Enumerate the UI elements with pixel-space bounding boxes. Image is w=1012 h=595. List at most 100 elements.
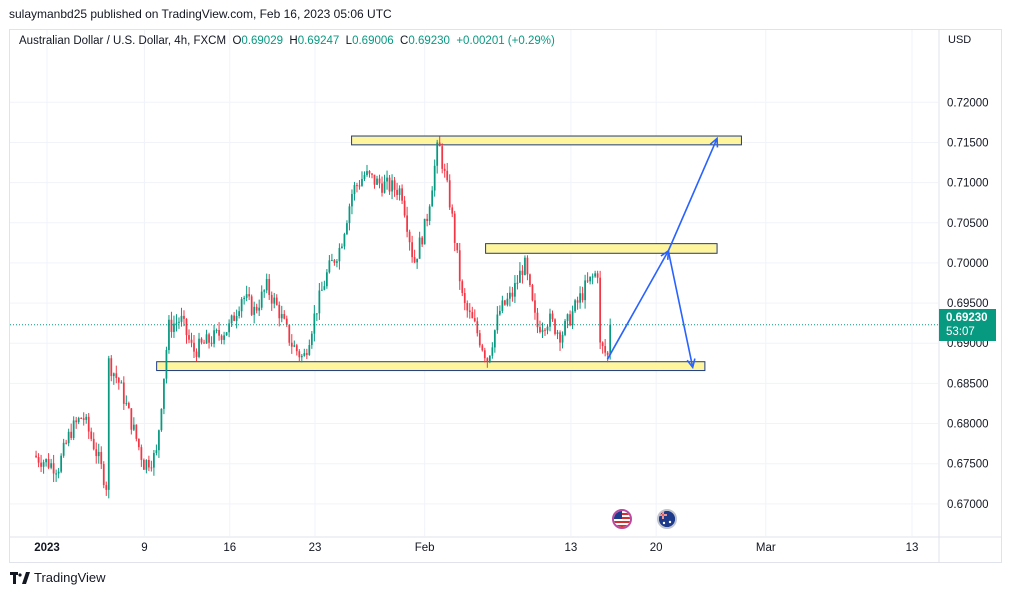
candle-body xyxy=(544,329,546,331)
candle-body xyxy=(145,459,148,470)
candle-body xyxy=(346,223,348,235)
candle-body xyxy=(371,173,373,175)
candle-body xyxy=(539,327,541,333)
candle-body xyxy=(77,417,80,423)
candle-body xyxy=(112,373,115,377)
projection-arrows xyxy=(606,136,719,370)
candle-body xyxy=(446,170,449,181)
candle-body xyxy=(566,314,569,321)
candle-body xyxy=(366,171,368,176)
candle-body xyxy=(328,260,331,273)
candle-body xyxy=(110,358,113,377)
candle-body xyxy=(230,315,233,324)
candle-body xyxy=(65,442,68,444)
candle-body xyxy=(571,311,574,326)
candle-body xyxy=(426,218,429,221)
candle-body xyxy=(589,276,591,282)
candle-body xyxy=(596,273,599,278)
candle-body xyxy=(421,237,424,245)
us-flag-icon[interactable] xyxy=(612,509,632,529)
candle-body xyxy=(215,330,218,332)
candle-body xyxy=(503,300,506,305)
candles xyxy=(35,136,612,499)
candle-body xyxy=(308,345,311,355)
symbol-name: Australian Dollar / U.S. Dollar, 4h, FXC… xyxy=(19,35,227,47)
candle-body xyxy=(122,382,125,404)
candle-body xyxy=(428,206,431,221)
candle-body xyxy=(37,457,40,463)
candle-body xyxy=(418,237,421,259)
candle-body xyxy=(531,285,534,301)
candle-body xyxy=(70,431,73,438)
candle-body xyxy=(594,273,597,277)
candle-body xyxy=(586,280,589,282)
candle-body xyxy=(250,296,253,315)
candle-body xyxy=(546,326,549,331)
candle-body xyxy=(185,318,188,336)
candle-body xyxy=(541,329,544,333)
candle-body xyxy=(107,358,110,490)
candle-body xyxy=(285,318,288,325)
candle-body xyxy=(265,278,268,291)
candle-body xyxy=(569,314,571,326)
candle-body xyxy=(501,300,504,311)
candle-body xyxy=(559,332,561,343)
candle-body xyxy=(521,270,524,275)
candle-body xyxy=(303,353,306,356)
candle-body xyxy=(601,342,604,347)
candle-body xyxy=(514,283,516,297)
candle-body xyxy=(491,347,494,356)
candle-body xyxy=(218,330,220,336)
candle-body xyxy=(564,320,566,335)
candle-body xyxy=(248,294,251,297)
candle-body xyxy=(604,346,607,353)
footer-brand[interactable]: TradingView xyxy=(10,570,106,585)
y-tick-label: 0.69000 xyxy=(947,338,989,350)
candle-body xyxy=(576,300,579,303)
close-value: 0.69230 xyxy=(408,35,450,47)
candle-body xyxy=(102,464,105,486)
x-tick-label: Feb xyxy=(415,542,435,554)
y-tick-label: 0.67000 xyxy=(947,499,989,511)
open-value: 0.69029 xyxy=(241,35,283,47)
candle-body xyxy=(481,345,484,351)
price-zone xyxy=(351,135,742,146)
candle-body xyxy=(295,345,298,352)
candle-body xyxy=(554,319,556,334)
candle-body xyxy=(456,242,459,251)
candle-body xyxy=(473,318,476,322)
candle-body xyxy=(463,293,466,304)
projection-arrow-line xyxy=(667,250,694,368)
candle-body xyxy=(188,335,190,340)
candle-body xyxy=(283,314,286,319)
candle-body xyxy=(190,339,193,343)
x-tick-label: 2023 xyxy=(34,542,60,554)
candle-body xyxy=(183,315,185,319)
candle-body xyxy=(581,293,584,301)
candle-body xyxy=(175,322,178,324)
candle-body xyxy=(579,293,581,303)
last-price-tag: 0.69230 53:07 xyxy=(939,309,996,341)
candle-body xyxy=(393,180,396,190)
au-flag-icon[interactable] xyxy=(657,509,677,529)
price-zones xyxy=(156,135,742,372)
candle-body xyxy=(351,194,353,207)
x-tick-label: 13 xyxy=(564,542,577,554)
candle-body xyxy=(82,418,85,420)
y-tick-label: 0.70000 xyxy=(947,258,989,270)
candle-body xyxy=(461,281,464,294)
candle-body xyxy=(255,306,258,311)
candle-body xyxy=(260,291,263,308)
candle-body xyxy=(195,351,198,357)
candle-body xyxy=(168,319,170,351)
candle-body xyxy=(398,188,401,195)
price-zone xyxy=(156,361,706,372)
close-label: C xyxy=(400,35,409,47)
candle-body xyxy=(313,313,316,334)
candle-body xyxy=(423,218,426,245)
candle-body xyxy=(343,234,346,247)
candle-body xyxy=(105,485,108,490)
candle-body xyxy=(298,351,301,358)
candle-body xyxy=(85,416,88,420)
